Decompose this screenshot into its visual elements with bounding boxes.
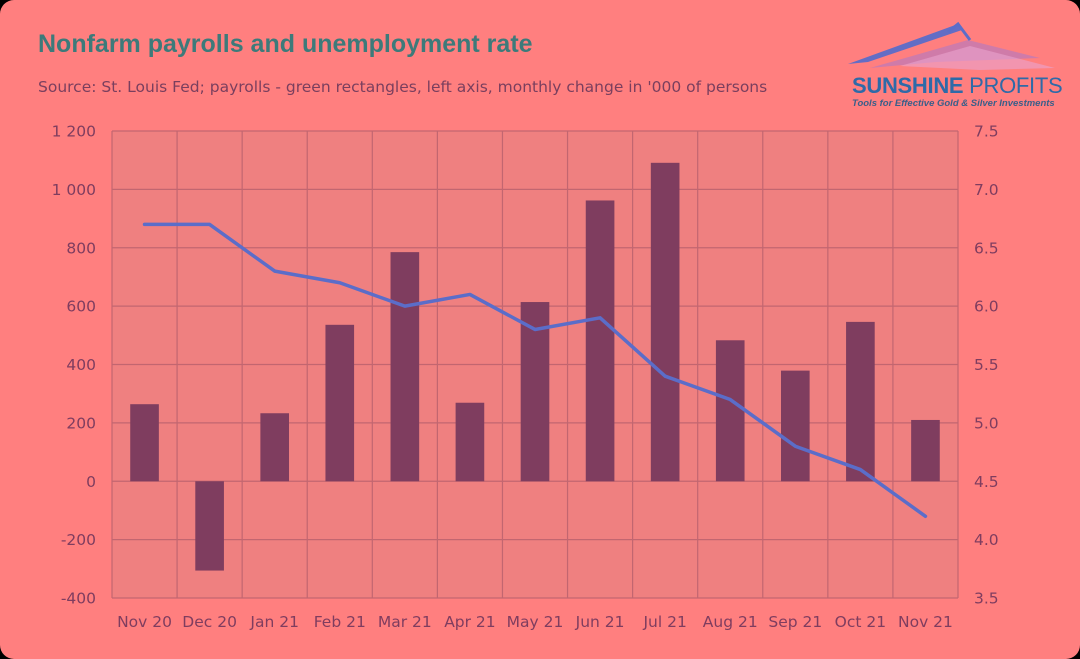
logo-name: SUNSHINE PROFITS — [852, 73, 1063, 99]
y-left-tick-label: -200 — [61, 531, 96, 549]
x-tick-label: Oct 21 — [835, 613, 886, 631]
payroll-bar — [195, 481, 224, 571]
y-right-tick-label: 5.0 — [974, 414, 999, 432]
payroll-bar — [780, 370, 810, 482]
payroll-bar — [390, 252, 420, 482]
y-left-tick-label: 800 — [66, 239, 96, 257]
x-tick-label: Nov 20 — [117, 613, 172, 631]
x-tick-label: Apr 21 — [444, 613, 495, 631]
x-tick-label: Aug 21 — [703, 613, 758, 631]
x-tick-label: Dec 20 — [182, 613, 237, 631]
y-right-tick-label: 4.0 — [974, 531, 999, 549]
y-right-tick-label: 3.5 — [974, 590, 999, 608]
x-tick-label: Sep 21 — [768, 613, 822, 631]
y-left-tick-label: 0 — [86, 473, 96, 491]
logo-swoosh-icon — [848, 21, 1055, 70]
payroll-bar — [846, 321, 875, 482]
payroll-bar — [715, 340, 745, 482]
sunshine-profits-logo: SUNSHINE PROFITS Tools for Effective Gol… — [840, 18, 1070, 110]
logo-name-part1: SUNSHINE — [852, 73, 964, 98]
x-tick-label: Nov 21 — [898, 613, 953, 631]
y-left-tick-label: 1 200 — [52, 123, 96, 141]
y-left-tick-label: 600 — [66, 298, 96, 316]
y-left-tick-label: -400 — [61, 590, 96, 608]
y-right-tick-label: 6.0 — [974, 298, 999, 316]
payroll-bar — [650, 162, 680, 482]
y-left-tick-label: 400 — [66, 356, 96, 374]
logo-name-part2: PROFITS — [963, 73, 1063, 98]
x-tick-label: Mar 21 — [378, 613, 432, 631]
payroll-bar — [260, 413, 290, 482]
unemployment-rate-line — [142, 222, 928, 519]
y-right-tick-label: 4.5 — [974, 473, 999, 491]
chart-subtitle: Source: St. Louis Fed; payrolls - green … — [38, 78, 768, 96]
payroll-bar — [585, 200, 615, 482]
x-tick-label: Jan 21 — [249, 613, 299, 631]
y-right-tick-label: 6.5 — [974, 239, 999, 257]
payroll-bar — [520, 302, 550, 482]
x-tick-label: Feb 21 — [314, 613, 366, 631]
payroll-bar — [911, 419, 940, 482]
y-right-tick-label: 5.5 — [974, 356, 999, 374]
y-left-tick-label: 200 — [66, 414, 96, 432]
y-right-tick-label: 7.5 — [974, 123, 999, 141]
x-tick-label: Jul 21 — [642, 613, 686, 631]
y-right-tick-label: 7.0 — [974, 181, 999, 199]
chart-title: Nonfarm payrolls and unemployment rate — [38, 30, 533, 58]
y-left-tick-label: 1 000 — [52, 181, 96, 199]
x-tick-label: May 21 — [507, 613, 564, 631]
x-tick-label: Jun 21 — [575, 613, 625, 631]
logo-tagline: Tools for Effective Gold & Silver Invest… — [852, 98, 1055, 109]
payroll-bar — [455, 402, 485, 482]
payroll-bar — [130, 404, 159, 482]
payroll-bar — [325, 324, 355, 482]
